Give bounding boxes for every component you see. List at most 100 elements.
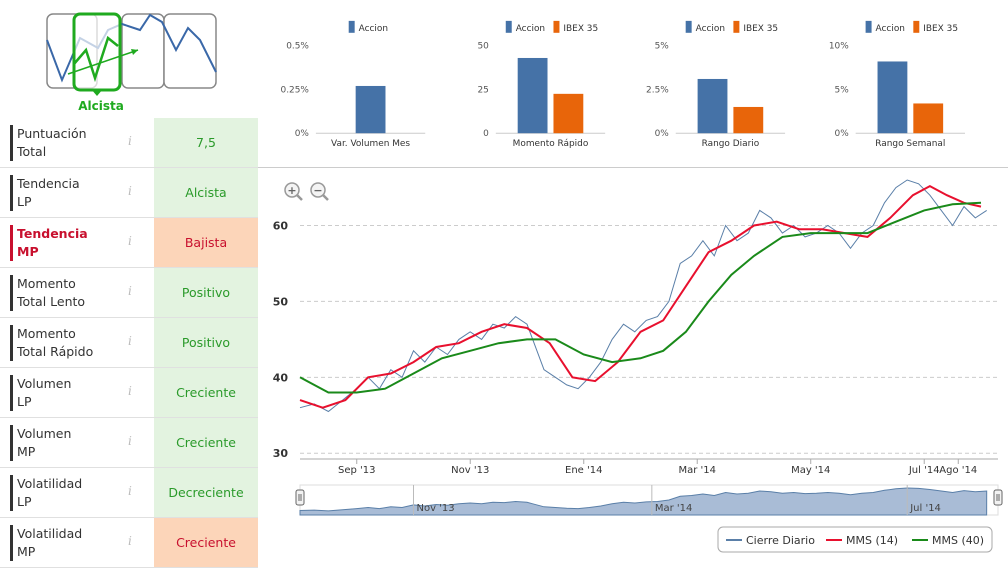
bar-ibex-35[interactable] [913,103,944,134]
indicator-row: Tendencia MP i Bajista [0,218,258,268]
row-marker [10,325,13,361]
trend-selector: Alcista [46,12,217,113]
x-tick-label: Ago '14 [939,465,977,476]
legend-swatch [913,20,920,33]
navigator-label: Mar '14 [655,503,693,514]
legend-label[interactable]: Accion [516,24,545,34]
y-tick-label: 0% [835,129,849,139]
zoom-in-icon[interactable]: + [284,182,303,201]
bar-ibex-35[interactable] [733,106,764,134]
trend-pointer-icon [91,89,103,96]
info-icon[interactable]: i [128,134,132,148]
indicator-label: Volumen MP [17,426,72,459]
navigator-handle-left[interactable] [295,489,305,506]
y-tick-label: 10% [829,42,849,52]
legend-label: Cierre Diario [746,534,815,547]
indicator-label: Volumen LP [17,376,72,409]
legend-label: MMS (14) [846,534,898,547]
indicator-value: Decreciente [154,468,258,517]
indicator-value: Creciente [154,518,258,567]
row-marker [10,425,13,461]
price-chart: + − 30 40 50 60 Sep '13 Nov '13 Ene '14 Mar '14 Ma… [273,179,1003,553]
series-cierre-diario[interactable] [299,179,987,413]
info-icon[interactable]: i [128,384,132,398]
legend-label: MMS (40) [932,534,984,547]
bar-ibex-35[interactable] [553,93,584,134]
legend-label[interactable]: Accion [696,24,725,34]
legend-label[interactable]: IBEX 35 [563,24,598,34]
info-icon[interactable]: i [128,284,132,298]
y-tick-label: 50 [273,295,289,308]
indicator-label: Puntuación Total [17,126,87,159]
indicator-row: Volatilidad MP i Creciente [0,518,258,568]
legend-item[interactable]: Cierre Diario [726,534,815,547]
legend-label[interactable]: IBEX 35 [743,24,778,34]
row-marker [10,125,13,161]
trend-arrow-icon [67,49,139,75]
trend-label: Alcista [78,99,124,113]
indicator-label: Momento Total Rápido [17,326,94,359]
legend-swatch [553,20,560,33]
mini-chart-2: Accion IBEX 35 0 25 50 Momento Rápido [477,20,606,149]
legend-item[interactable]: MMS (40) [912,534,984,547]
y-tick-label: 0.5% [286,42,309,52]
indicator-row: Puntuación Total i 7,5 [0,118,258,168]
legend-swatch [865,20,872,33]
zoom-out-icon[interactable]: − [310,182,329,201]
trend-up-line-icon [73,35,119,83]
indicator-label: Momento Total Lento [17,276,86,309]
row-marker [10,475,13,511]
navigator-handle-right[interactable] [993,489,1003,506]
row-marker [10,525,13,561]
legend-label[interactable]: Accion [359,24,388,34]
chart-title: Rango Diario [702,139,760,149]
chart-title: Rango Semanal [875,139,945,149]
navigator-label: Nov '13 [416,503,454,514]
y-tick-label: 0.25% [281,85,309,95]
indicator-label: Volatilidad LP [17,476,83,509]
info-icon[interactable]: i [128,184,132,198]
bar-accion[interactable] [517,57,548,134]
x-tick-label: Sep '13 [338,465,376,476]
info-icon[interactable]: i [128,334,132,348]
indicator-row: Volumen LP i Creciente [0,368,258,418]
y-tick-label: 30 [273,447,289,460]
x-tick-label: May '14 [791,465,830,476]
indicator-value: Positivo [154,318,258,367]
info-icon[interactable]: i [128,434,132,448]
y-tick-label: 0% [295,129,309,139]
info-icon[interactable]: i [128,534,132,548]
indicator-row: Tendencia LP i Alcista [0,168,258,218]
indicator-row: Volumen MP i Creciente [0,418,258,468]
y-tick-label: 60 [273,220,289,233]
series-mms-14[interactable] [299,184,982,409]
indicator-label: Volatilidad MP [17,526,83,559]
trend-card-alcista-2[interactable] [163,13,217,89]
series-mms-40[interactable] [299,201,982,394]
mini-chart-4: Accion IBEX 35 0% 5% 10% Rango Semanal [829,20,966,149]
y-tick-label: 2.5% [646,85,669,95]
row-marker [10,175,13,211]
bar-accion[interactable] [697,78,728,134]
indicator-value: Alcista [154,168,258,217]
legend-swatch [685,20,692,33]
info-icon[interactable]: i [128,484,132,498]
navigator[interactable]: Nov '13 Mar '14 Jul '14 [295,484,1003,516]
info-icon[interactable]: i [128,234,132,248]
chart-title: Var. Volumen Mes [331,139,410,149]
legend-label[interactable]: IBEX 35 [923,24,958,34]
mini-chart-3: Accion IBEX 35 0% 2.5% 5% Rango Diario [646,20,786,149]
chart-legend: Cierre Diario MMS (14) MMS (40) [717,526,993,553]
bar-accion[interactable] [355,85,386,134]
row-marker [10,275,13,311]
legend-label[interactable]: Accion [876,24,905,34]
bar-accion[interactable] [877,61,908,134]
trend-card-alcista-selected[interactable] [72,12,122,92]
indicator-label: Tendencia LP [17,176,80,209]
legend-item[interactable]: MMS (14) [826,534,898,547]
navigator-label: Jul '14 [909,503,941,514]
y-tick-label: 5% [655,42,669,52]
legend-swatch [505,20,512,33]
y-tick-label: 25 [477,85,488,95]
x-tick-label: Mar '14 [678,465,716,476]
